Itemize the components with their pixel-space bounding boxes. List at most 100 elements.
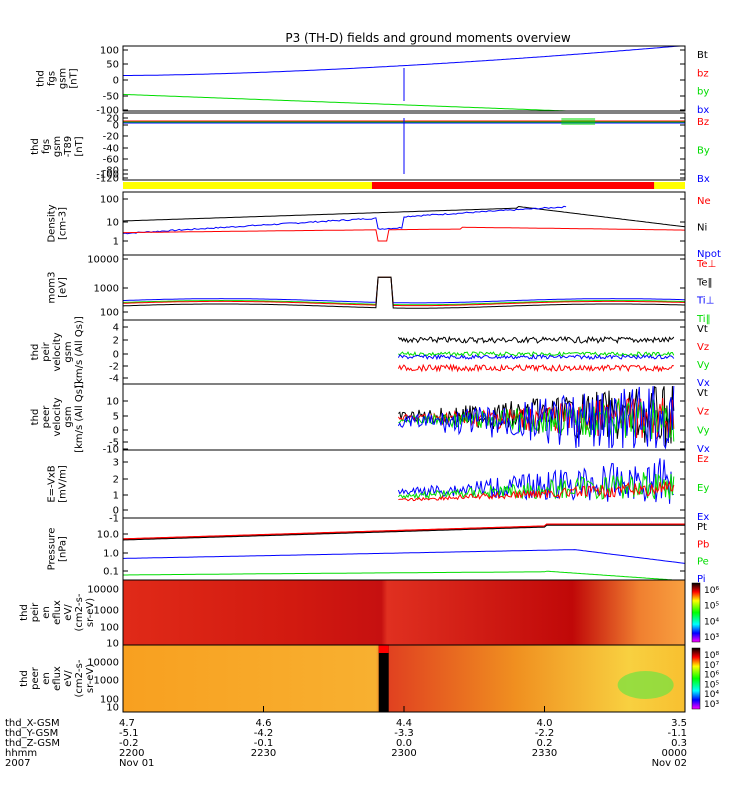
panel-efield: E=-VxB [mV/m] 3 2 1 0-1 Ez Ey Ex bbox=[47, 449, 709, 525]
ylabel-peer_v-3: gsm bbox=[63, 406, 74, 427]
legend-peer_v-Vt: Vt bbox=[697, 388, 708, 399]
colorbar-label-0: 10⁸ bbox=[704, 651, 719, 661]
xrow-0-0: 4.7 bbox=[119, 718, 135, 729]
series-Ni bbox=[122, 205, 686, 228]
colorbar-bar bbox=[691, 647, 701, 710]
legend-density-Ni: Ni bbox=[697, 223, 707, 234]
ytick-peer_en-1: 1000 bbox=[94, 676, 119, 687]
legend-density-Ne: Ne bbox=[697, 196, 711, 207]
series-Ne bbox=[123, 226, 685, 242]
xrow-1-4: -1.1 bbox=[667, 728, 687, 739]
legend-fgs_t89-Bz: Bz bbox=[697, 117, 709, 128]
panel-frame bbox=[122, 191, 686, 256]
ylabel-peir_v-1: peir bbox=[41, 341, 52, 361]
ylabel-peir_en-4: eV/ bbox=[63, 604, 74, 621]
legend-efield-Ez: Ez bbox=[697, 454, 709, 465]
colorbar-label-3: 10⁵ bbox=[704, 680, 719, 690]
legend-peer_v-Vy: Vy bbox=[697, 425, 710, 436]
xrow-0-1: 4.6 bbox=[256, 718, 272, 729]
ylabel-fgs-0: thd bbox=[36, 70, 47, 87]
panel-fgs: thd fgs gsm [nT] 100 50 0 -50 -100 Bt bz by bx bbox=[36, 45, 709, 117]
ylabel-peer_v-0: thd bbox=[30, 409, 41, 426]
panel-pressure: Pressure [nPa] 10.0 1.0 0.1 Pt Pb Pe Pi bbox=[47, 517, 709, 585]
series-peer_v-3 bbox=[397, 385, 675, 450]
legend-fgs_t89-By: By bbox=[697, 146, 710, 157]
ytick-peir_v-0: 4 bbox=[113, 323, 119, 334]
ytick-density-2: 1 bbox=[113, 237, 119, 248]
legend-peir_v-Vx: Vx bbox=[697, 378, 710, 389]
ylabel-fgs_t89-0: thd bbox=[30, 138, 41, 155]
panel-frame bbox=[122, 517, 686, 581]
legend-peir_v-Vt: Vt bbox=[697, 324, 708, 335]
ytick-peir_en-1: 1000 bbox=[94, 606, 119, 617]
ytick-fgs-4: -100 bbox=[96, 106, 119, 117]
ytick-fgs-1: 50 bbox=[106, 60, 119, 71]
ylabel-fgs_t89-4: [nT] bbox=[74, 136, 85, 156]
xrow-0-2: 4.4 bbox=[396, 718, 412, 729]
ytick-efield-2: 1 bbox=[113, 491, 119, 502]
spectrogram-gap-top bbox=[378, 645, 389, 653]
ytick-fgs-2: 0 bbox=[113, 76, 119, 87]
colorbar-label-3: 10³ bbox=[704, 633, 719, 643]
ytick-peer_v-4: -10 bbox=[103, 445, 119, 456]
ytick-density-1: 10 bbox=[106, 218, 119, 229]
ytick-peer_en-0: 10000 bbox=[87, 658, 119, 669]
xrow-label-4: 2007 bbox=[5, 758, 30, 769]
ytick-pressure-1: 1.0 bbox=[103, 549, 119, 560]
chart-title: P3 (TH-D) fields and ground moments over… bbox=[285, 31, 570, 45]
panel-peir_v: thd peir velocity gsm [km/s (All Qs)] 4 2 0-2-4… bbox=[30, 316, 710, 389]
ylabel-peer_v-4: [km/s (All Qs)] bbox=[74, 381, 85, 453]
xrow-1-1: -4.2 bbox=[254, 728, 274, 739]
xrow-2-4: 0.3 bbox=[671, 738, 687, 749]
ytick-fgs-3: -50 bbox=[103, 92, 119, 103]
ylabel-peir_en-6: sr-eV) bbox=[85, 598, 96, 627]
ylabel-temp-0: mom3 bbox=[47, 272, 58, 304]
ytick-efield-3: 0 bbox=[113, 506, 119, 517]
legend-density-Npot: Npot bbox=[697, 249, 721, 260]
colorbar-label-1: 10⁵ bbox=[704, 602, 719, 612]
xrow-1-3: -2.2 bbox=[535, 728, 555, 739]
ylabel-peer_v-2: velocity bbox=[52, 397, 63, 436]
panel-temp: mom3 [eV] 10000 1000 100 Te⊥ Te‖ Ti⊥ Ti‖ bbox=[47, 254, 716, 325]
xrow-3-0: 2200 bbox=[119, 748, 144, 759]
spectrogram-green-patch bbox=[617, 671, 674, 699]
ylabel-peer_en-1: peer bbox=[30, 666, 41, 690]
ytick-peer_v-0: 10 bbox=[106, 397, 119, 408]
ylabel-peer_en-3: eflux bbox=[52, 666, 63, 691]
colorbar-label-5: 10³ bbox=[704, 700, 719, 710]
ytick-peer_v-2: 0 bbox=[113, 426, 119, 437]
ytick-peir_v-1: 2 bbox=[113, 336, 119, 347]
xrow-0-3: 4.0 bbox=[537, 718, 553, 729]
series-Te⊥ bbox=[122, 276, 686, 307]
ytick-peer_v-3: -5 bbox=[109, 438, 119, 449]
ylabel-peer_en-5: (cm2-s- bbox=[74, 659, 85, 697]
legend-pressure-Pe: Pe bbox=[697, 557, 709, 568]
ytick-peir_en-3: 10 bbox=[106, 639, 119, 650]
series-Pi bbox=[123, 549, 686, 564]
panel-frame bbox=[122, 112, 686, 181]
panel-fgs_t89: thd fgs gsm -T89 [nT] 200-20-40-60-80-100-120… bbox=[30, 112, 710, 185]
panel-peir_en: thd peir en eflux eV/(cm2-s-sr-eV) 10000 1000 1… bbox=[19, 579, 719, 650]
legend-temp-Te⊥: Te⊥ bbox=[696, 259, 716, 270]
panel-frame bbox=[122, 449, 686, 519]
ytick-peir_v-3: -2 bbox=[109, 362, 119, 373]
legend-fgs_t89-Bx: Bx bbox=[697, 174, 710, 185]
ytick-fgs_t89-0: 20 bbox=[106, 114, 119, 125]
series-Pt bbox=[122, 524, 685, 541]
legend-peer_v-Vx: Vx bbox=[697, 444, 710, 455]
xrow-label-3: hhmm bbox=[5, 748, 37, 759]
ylabel-peer_en-0: thd bbox=[19, 670, 30, 687]
ylabel-efield-0: E=-VxB bbox=[47, 465, 58, 502]
series-efield-2 bbox=[398, 480, 675, 502]
series-Ti‖ bbox=[123, 276, 685, 306]
xrow-3-3: 2330 bbox=[532, 748, 557, 759]
ylabel-pressure-0: Pressure bbox=[47, 528, 58, 571]
ylabel-peer_en-4: eV/ bbox=[63, 670, 74, 687]
ylabel-peer_v-1: peer bbox=[41, 405, 52, 429]
series-peir_v-0 bbox=[397, 335, 675, 345]
ytick-temp-2: 100 bbox=[100, 308, 119, 319]
series-Te‖ bbox=[122, 276, 685, 309]
ylabel-peir_v-4: [km/s (All Qs)] bbox=[74, 316, 85, 388]
xrow-2-3: 0.2 bbox=[537, 738, 553, 749]
ylabel-peir_v-0: thd bbox=[30, 344, 41, 361]
